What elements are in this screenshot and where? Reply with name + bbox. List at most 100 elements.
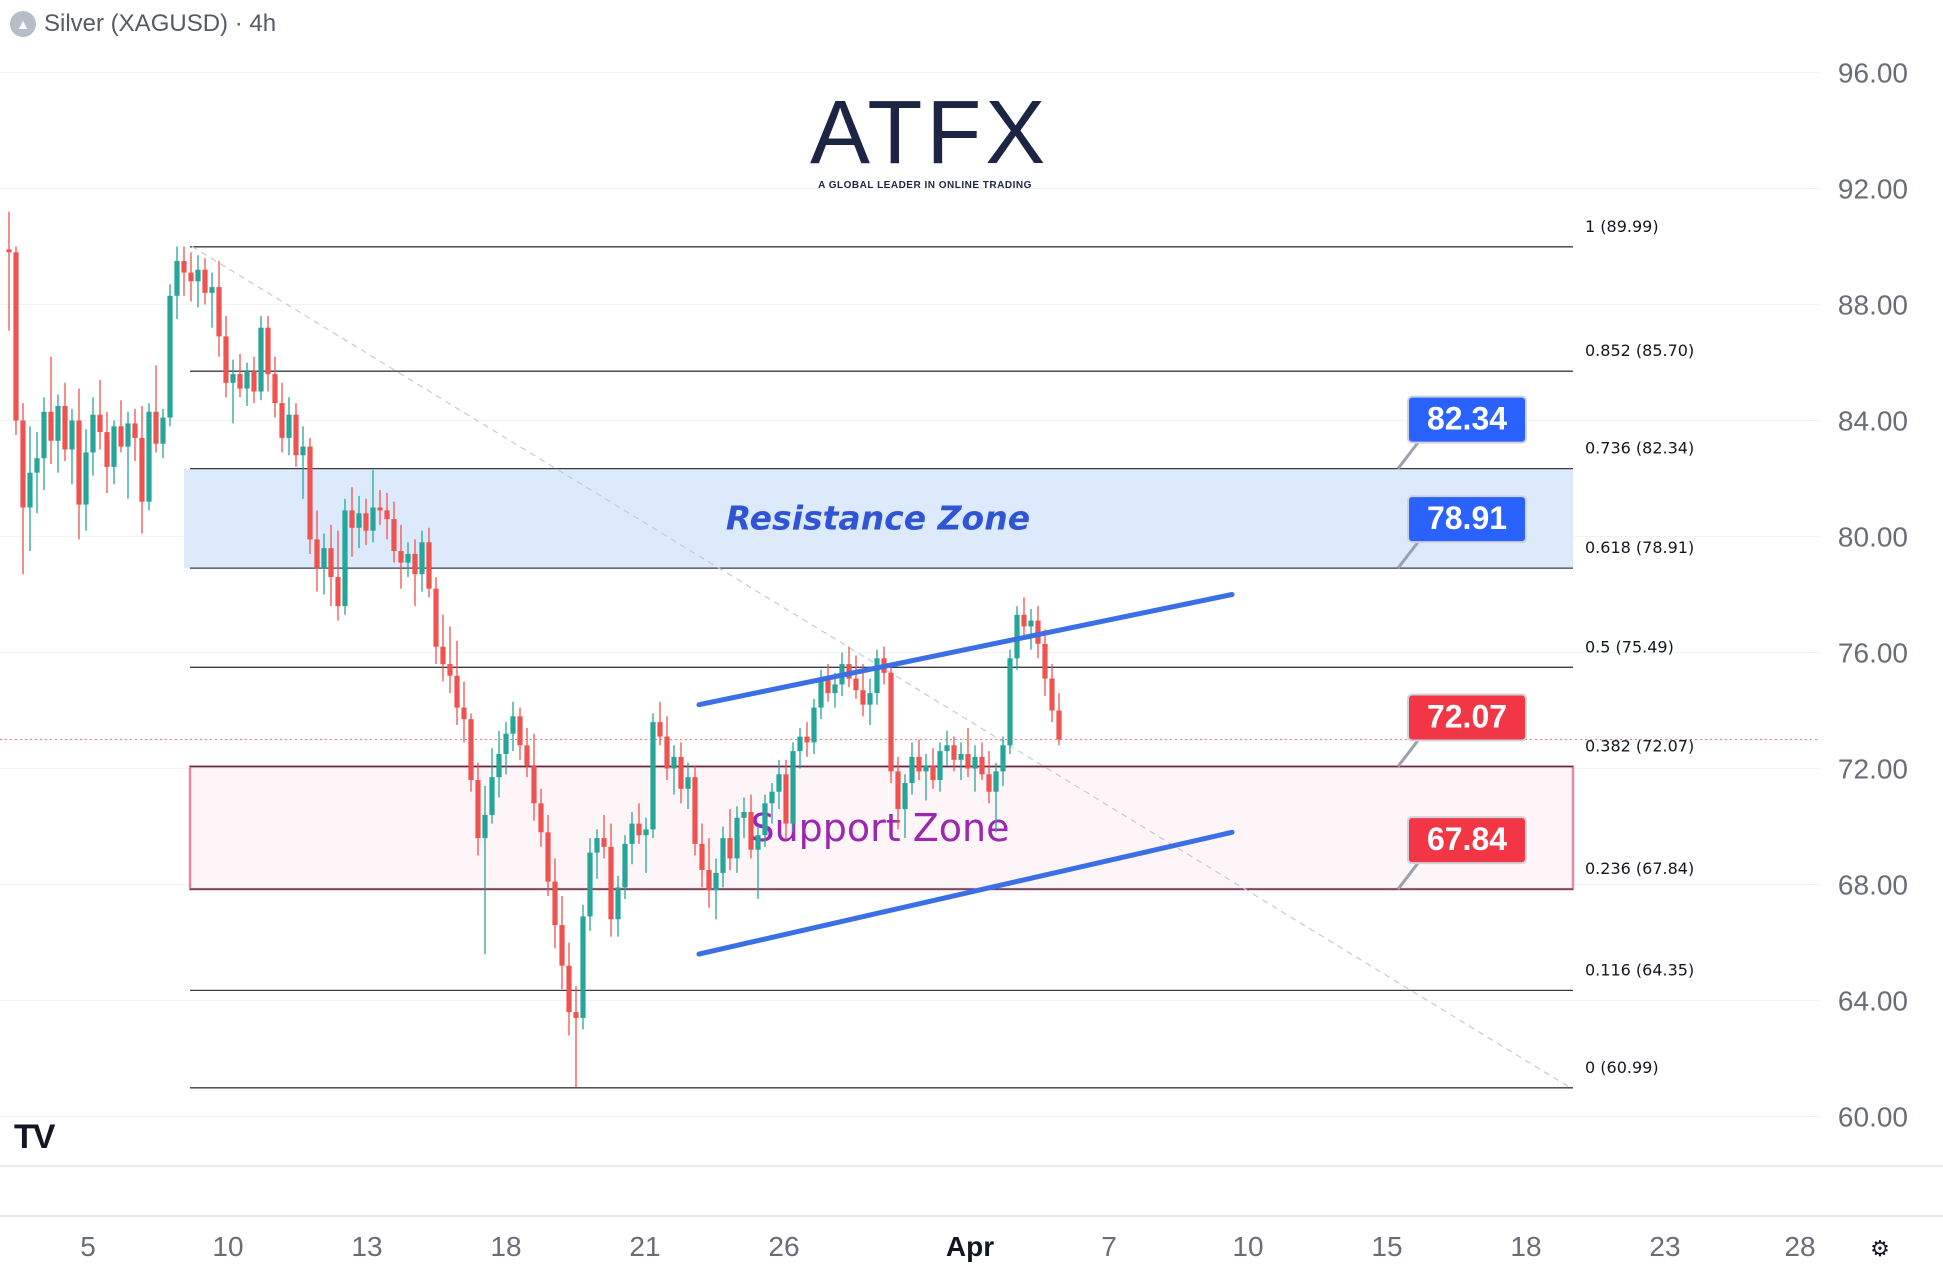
candle-body [741,812,747,818]
candle-body [538,803,544,833]
candle-body [223,336,229,383]
candle-body [188,272,194,282]
candle-body [664,736,670,769]
candle-body [895,771,901,810]
candle-body [797,736,803,752]
x-tick-label: 10 [212,1231,243,1262]
candle-body [713,872,719,891]
candle-body [552,881,558,926]
candle-body [965,754,971,769]
logo-name: ATFX [810,83,1050,183]
candle-body [958,754,964,760]
y-axis: 96.00 92.00 88.00 84.00 80.00 76.00 72.00 68.00… [1838,58,1908,1133]
settings-icon[interactable]: ⚙ [1870,1236,1890,1261]
candle-body [762,803,768,836]
candle-body [41,411,47,459]
candle-body [1021,614,1027,627]
candle-body [643,829,649,836]
fib-label: 0.116 (64.35) [1585,960,1694,979]
candle-body [258,327,264,392]
candle-body [1028,620,1034,627]
candle-body [692,777,698,844]
resistance-zone-label: Resistance Zone [726,498,1030,537]
candle-body [1000,745,1006,772]
price-label-pointer [1396,739,1420,768]
candle-body [566,965,572,1013]
candle-body [272,374,278,404]
candle-body [615,887,621,920]
candle-body [601,838,607,847]
y-tick-label: 72.00 [1838,754,1908,785]
candle-body [916,756,922,772]
candle-body [573,1012,579,1018]
candle-body [594,838,600,853]
y-tick-label: 76.00 [1838,638,1908,669]
support-zone [188,765,1575,891]
candle-body [902,783,908,810]
y-tick-label: 60.00 [1838,1102,1908,1133]
candle-body [489,777,495,815]
symbol-header[interactable]: ▲ Silver (XAGUSD) · 4h [10,10,276,38]
candles [6,211,1062,1088]
candle-body [293,414,299,456]
candle-body [699,843,705,870]
candle-body [335,577,341,607]
candle-body [608,846,614,920]
candle-body [237,374,243,389]
candle-body [279,403,285,438]
candle-body [517,716,523,746]
x-axis: 5 10 13 18 21 26 Apr 7 10 15 18 23 28 [0,1165,1943,1262]
candle-body [972,756,978,769]
candle-body [118,426,124,447]
x-tick-label: 18 [1510,1231,1541,1262]
candle-body [328,548,334,578]
candle-body [412,553,418,575]
candle-body [804,736,810,743]
candle-body [979,756,985,775]
candle-body [678,756,684,789]
y-tick-label: 68.00 [1838,870,1908,901]
candle-body [629,823,635,844]
candle-body [545,832,551,882]
candle-body [209,287,215,293]
candle-body [524,745,530,766]
candle-body [20,420,26,508]
candle-body [321,548,327,569]
channel [696,592,1235,957]
candle-body [636,823,642,836]
candle-body [937,751,943,781]
candle-body [475,780,481,839]
candle-body [440,646,446,665]
tradingview-logo-icon[interactable]: TV [14,1118,55,1156]
price-label-text: 67.84 [1427,821,1507,857]
symbol-icon: ▲ [10,11,36,37]
candle-body [13,252,19,421]
candle-body [951,745,957,760]
candle-body [216,287,222,337]
candle-body [531,765,537,804]
y-tick-label: 92.00 [1838,174,1908,205]
candle-body [944,745,950,752]
candle-body [426,542,432,589]
candle-body [888,672,894,772]
candle-body [69,420,75,450]
grid [0,72,1820,1117]
candle-body [356,513,362,528]
candle-body [104,432,110,467]
candle-body [776,774,782,792]
candle-body [783,774,789,824]
candle-body [685,777,691,789]
fib-label: 0.5 (75.49) [1585,637,1674,656]
candle-body [132,423,138,438]
candle-body [181,261,187,273]
x-tick-label: 10 [1232,1231,1263,1262]
candle-body [650,722,656,830]
candle-body [867,693,873,705]
price-label-text: 72.07 [1427,698,1507,734]
x-tick-label: 15 [1371,1231,1402,1262]
candle-body [146,411,152,502]
candle-body [755,835,761,850]
candle-body [398,551,404,563]
candle-body [139,437,145,502]
